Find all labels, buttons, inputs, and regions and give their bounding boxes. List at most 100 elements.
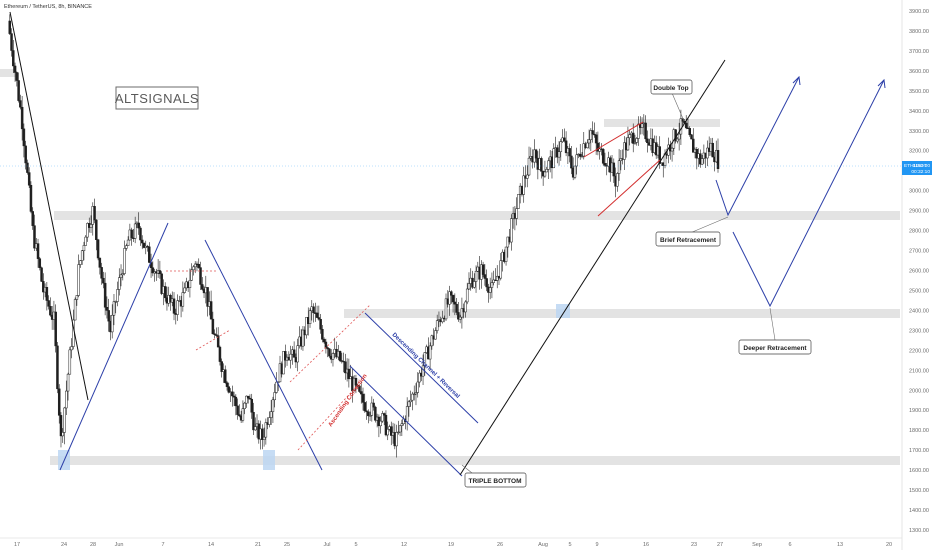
ascending-correction-upper: [289, 304, 371, 383]
time-axis[interactable]: 17 24 28 Jun 7 14 21 25 Jul 5 12 19 26 Aug 5 9 16 23 27 Sep…: [14, 542, 892, 548]
candle-body: [676, 138, 679, 142]
candlestick-series: [8, 14, 720, 458]
candle-body: [77, 264, 80, 296]
candle-body: [176, 300, 179, 315]
candle-body: [130, 229, 133, 239]
candle-body: [22, 128, 26, 147]
candle-body: [458, 316, 462, 320]
candle-body: [250, 398, 253, 413]
candle-body: [193, 263, 197, 268]
candle-body: [36, 243, 40, 259]
candle-body: [490, 282, 494, 288]
candle-body: [317, 317, 321, 320]
candle-body: [527, 157, 531, 176]
candle-body: [33, 225, 36, 249]
price-tick-label: 2100.00: [909, 368, 929, 374]
candle-body: [453, 301, 457, 305]
callout-box-brief: [655, 231, 721, 247]
candle-body: [12, 50, 15, 67]
candle-body: [684, 122, 688, 129]
candle-body: [381, 413, 384, 422]
candle-body: [692, 138, 695, 153]
candle-body: [658, 146, 661, 164]
candle-body: [457, 312, 460, 320]
price-tag-symbol: ETHUSDT: [904, 163, 927, 169]
time-tick-label: 13: [837, 542, 843, 548]
candle-body: [70, 346, 73, 351]
candle-body: [706, 147, 709, 159]
time-tick-label: 5: [354, 542, 357, 548]
candle-body: [84, 236, 87, 246]
candle-body: [434, 330, 437, 340]
candle-body: [151, 267, 155, 274]
candle-body: [296, 345, 299, 363]
candle-body: [17, 80, 20, 101]
candle-body: [612, 162, 616, 177]
candle-body: [601, 149, 605, 164]
price-tick-label: 2900.00: [909, 209, 929, 215]
wedge-red-lower: [597, 159, 661, 217]
time-tick-label: 25: [284, 542, 290, 548]
candle-body: [580, 155, 584, 158]
chart-symbol-title: Ethereum / TetherUS, 8h, BINANCE: [4, 4, 92, 10]
candle-body: [448, 291, 451, 305]
candle-body: [626, 137, 630, 151]
candle-body: [49, 306, 52, 316]
zone-left-top: [0, 69, 16, 77]
candle-body: [213, 333, 216, 335]
candle-body: [372, 402, 375, 408]
candle-body: [379, 420, 382, 427]
time-tick-label: 7: [161, 542, 164, 548]
label-deeper-retracement: Deeper Retracement: [743, 345, 807, 352]
candle-body: [246, 395, 250, 399]
callout-box-deeper: [738, 339, 812, 355]
candle-body: [292, 349, 296, 358]
candle-body: [640, 123, 644, 128]
candle-body: [451, 295, 455, 303]
time-tick-label: 9: [595, 542, 598, 548]
candle-body: [95, 219, 98, 241]
candle-body: [123, 248, 126, 274]
watermark-text: ALTSIGNALS: [115, 91, 199, 106]
zone-deep-support: [344, 309, 900, 318]
candle-body: [617, 160, 621, 174]
candle-body: [573, 165, 577, 178]
candle-body: [543, 171, 547, 177]
candle-body: [107, 310, 110, 322]
candle-body: [423, 352, 427, 367]
candle-body: [358, 385, 361, 392]
candle-body: [31, 211, 34, 226]
time-tick-label: Aug: [538, 542, 548, 548]
time-tick-label: 12: [401, 542, 407, 548]
price-axis-background: [902, 0, 932, 550]
candle-body: [455, 303, 458, 313]
candle-body: [8, 20, 12, 34]
projection-brief-retracement: [715, 76, 800, 217]
trendline-blue-down-1: [204, 239, 323, 471]
candle-body: [201, 284, 204, 290]
time-tick-label: 14: [208, 542, 214, 548]
candle-body: [450, 291, 453, 296]
candle-body: [367, 411, 370, 417]
candle-body: [384, 414, 388, 436]
time-tick-label: Jun: [115, 542, 124, 548]
candle-body: [563, 137, 566, 142]
candle-body: [363, 402, 367, 412]
candle-body: [232, 395, 236, 398]
candle-body: [374, 406, 377, 421]
zone-bottom-support: [50, 456, 900, 465]
candle-body: [586, 142, 589, 149]
candle-body: [368, 415, 372, 417]
price-tick-label: 2700.00: [909, 249, 929, 255]
candle-body: [148, 246, 151, 263]
candle-body: [218, 346, 222, 362]
candle-body: [102, 277, 105, 284]
candle-body: [400, 423, 404, 426]
candle-body: [126, 239, 130, 246]
price-tag-countdown: 00:32:10: [911, 169, 930, 175]
price-tick-label: 2800.00: [909, 229, 929, 235]
candle-body: [411, 393, 414, 401]
candle-body: [59, 415, 63, 437]
price-axis[interactable]: 1300.00 1400.00 1500.00 1600.00 1700.00 1800.…: [909, 9, 929, 534]
